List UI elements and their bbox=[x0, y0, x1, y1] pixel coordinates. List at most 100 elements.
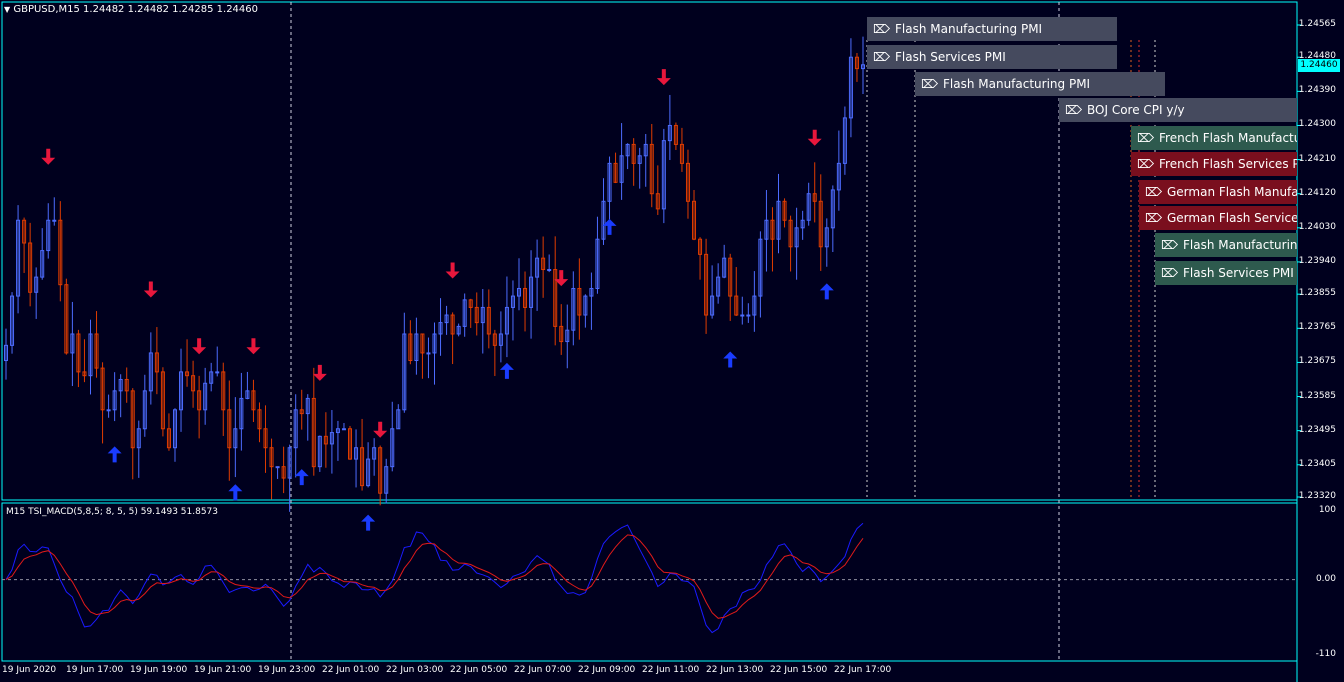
candle-body bbox=[142, 390, 147, 430]
candle-body bbox=[716, 276, 721, 297]
candle-body bbox=[788, 219, 793, 248]
event-title: French Flash Services PMI bbox=[1159, 157, 1297, 171]
candle-body bbox=[770, 219, 775, 240]
economic-event-label[interactable]: ⌦ French Flash Services PMI bbox=[1131, 152, 1297, 176]
candle-body bbox=[269, 447, 274, 468]
price-tick-label: 1.23940 bbox=[1298, 255, 1336, 266]
price-tick-label: 1.23765 bbox=[1298, 322, 1336, 333]
candle-body bbox=[420, 333, 425, 354]
candle-body bbox=[372, 447, 377, 460]
candle-body bbox=[836, 162, 841, 191]
time-tick-label: 22 Jun 17:00 bbox=[834, 665, 892, 675]
economic-event-label[interactable]: ⌦ German Flash Manufacturing PMI bbox=[1139, 180, 1297, 204]
current-price-tag: 1.24460 bbox=[1298, 58, 1340, 72]
economic-event-label[interactable]: ⌦ Flash Manufacturing PMI bbox=[915, 72, 1165, 96]
economic-event-label[interactable]: ⌦ BOJ Core CPI y/y bbox=[1059, 98, 1297, 122]
price-tick-label: 1.23320 bbox=[1298, 491, 1336, 501]
candle-body bbox=[233, 428, 238, 449]
sell-arrow-icon bbox=[312, 364, 327, 381]
candle-body bbox=[366, 458, 371, 487]
candle-body bbox=[329, 432, 334, 445]
event-title: Flash Manufacturing PMI bbox=[1183, 238, 1297, 252]
candle-body bbox=[619, 155, 624, 183]
economic-event-label[interactable]: ⌦ French Flash Manufacturing PMI bbox=[1131, 126, 1297, 150]
candle-body bbox=[311, 397, 316, 468]
candle-body bbox=[160, 371, 165, 430]
candle-body bbox=[848, 56, 853, 119]
candle-body bbox=[643, 143, 648, 157]
candle-body bbox=[360, 447, 365, 487]
price-tick-label: 1.23585 bbox=[1298, 390, 1336, 401]
sell-arrow-icon bbox=[807, 129, 822, 146]
candle-body bbox=[830, 189, 835, 229]
candle-body bbox=[661, 140, 666, 210]
candle-body bbox=[504, 306, 509, 335]
candle-body bbox=[70, 333, 75, 354]
candle-body bbox=[10, 295, 15, 346]
candle-body bbox=[565, 329, 570, 343]
candle-body bbox=[679, 143, 684, 164]
candle-body bbox=[354, 447, 359, 460]
economic-event-label[interactable]: ⌦ Flash Manufacturing PMI bbox=[867, 17, 1117, 41]
economic-event-label[interactable]: ⌦ Flash Services PMI bbox=[1155, 261, 1297, 285]
candle-body bbox=[82, 371, 87, 377]
economic-event-label[interactable]: ⌦ Flash Manufacturing PMI bbox=[1155, 233, 1297, 257]
event-tag-icon: ⌦ bbox=[921, 77, 938, 91]
chart-symbol-info[interactable]: ▼ GBPUSD,M15 1.24482 1.24482 1.24285 1.2… bbox=[4, 4, 258, 15]
candle-body bbox=[492, 333, 497, 346]
economic-event-label[interactable]: ⌦ Flash Services PMI bbox=[867, 45, 1117, 69]
event-tag-icon: ⌦ bbox=[1161, 266, 1178, 280]
time-tick-label: 19 Jun 23:00 bbox=[258, 665, 316, 675]
candle-body bbox=[378, 447, 383, 494]
buy-arrow-icon bbox=[819, 283, 834, 300]
candle-body bbox=[818, 200, 823, 248]
price-tick-label: 1.24210 bbox=[1298, 153, 1336, 164]
event-title: BOJ Core CPI y/y bbox=[1087, 103, 1185, 117]
candle-body bbox=[426, 352, 431, 355]
price-tick-label: 1.24120 bbox=[1298, 187, 1336, 198]
candle-body bbox=[179, 371, 184, 411]
indicator-tick-label: 0.00 bbox=[1315, 573, 1336, 584]
event-tag-icon: ⌦ bbox=[873, 50, 890, 64]
candle-body bbox=[854, 56, 859, 70]
event-title: Flash Services PMI bbox=[1183, 266, 1294, 280]
price-tick-label: 1.23405 bbox=[1298, 458, 1336, 469]
time-tick-label: 22 Jun 13:00 bbox=[706, 665, 764, 675]
time-tick-label: 22 Jun 03:00 bbox=[386, 665, 444, 675]
signal-line bbox=[5, 534, 864, 619]
candle-body bbox=[118, 378, 123, 392]
candle-body bbox=[305, 397, 310, 415]
candle-body bbox=[148, 352, 153, 392]
event-title: Flash Manufacturing PMI bbox=[943, 77, 1091, 91]
candle-body bbox=[637, 155, 642, 164]
candle-body bbox=[209, 371, 214, 384]
symbol-dropdown-icon[interactable]: ▼ bbox=[4, 5, 11, 14]
candles bbox=[4, 36, 865, 512]
candle-body bbox=[589, 287, 594, 297]
event-tag-icon: ⌦ bbox=[873, 22, 890, 36]
candle-body bbox=[516, 287, 521, 297]
time-tick-label: 19 Jun 2020 bbox=[2, 665, 57, 675]
buy-arrow-icon bbox=[228, 484, 243, 501]
candle-body bbox=[710, 295, 715, 316]
event-tag-icon: ⌦ bbox=[1161, 238, 1178, 252]
economic-event-label[interactable]: ⌦ German Flash Services PMI bbox=[1139, 206, 1297, 230]
candle-body bbox=[341, 428, 346, 431]
price-tick-label: 1.23855 bbox=[1298, 288, 1336, 299]
candle-body bbox=[577, 287, 582, 316]
candle-body bbox=[450, 314, 455, 335]
candle-body bbox=[764, 219, 769, 240]
candle-body bbox=[800, 219, 805, 229]
candle-body bbox=[94, 333, 99, 369]
price-tick-label: 1.24390 bbox=[1298, 85, 1336, 96]
event-tag-icon: ⌦ bbox=[1145, 185, 1162, 199]
candle-body bbox=[480, 306, 485, 324]
candle-body bbox=[76, 333, 81, 373]
candle-body bbox=[34, 276, 39, 293]
candle-body bbox=[734, 295, 739, 316]
candle-body bbox=[40, 250, 45, 278]
sell-arrow-icon bbox=[656, 69, 671, 86]
event-title: German Flash Manufacturing PMI bbox=[1167, 185, 1297, 199]
